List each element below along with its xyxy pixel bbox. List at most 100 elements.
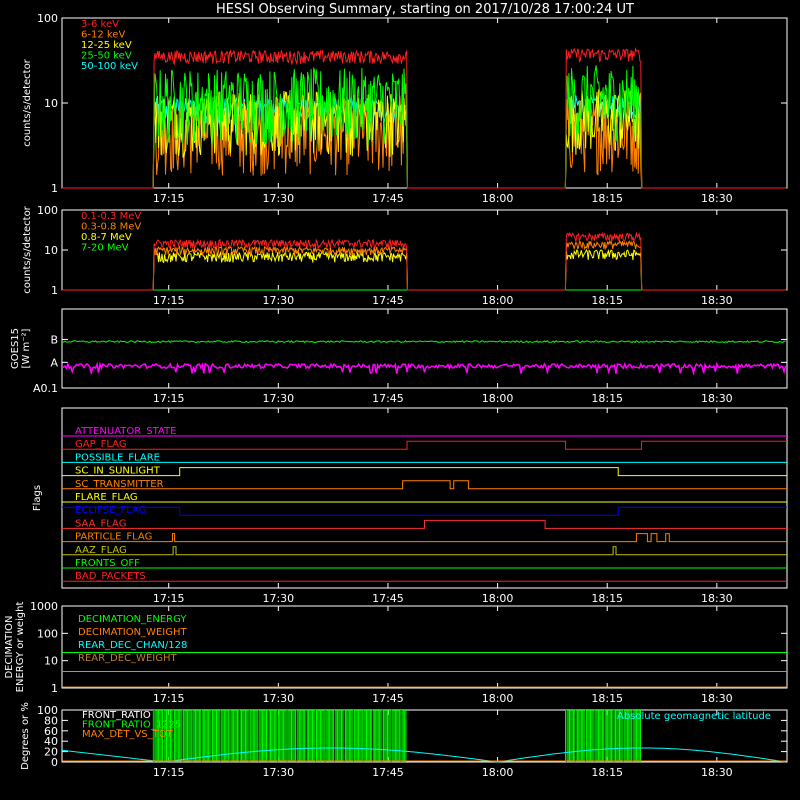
flag-label: AAZ_FLAG bbox=[75, 545, 127, 556]
flag-line bbox=[62, 440, 787, 450]
flag-line bbox=[62, 467, 787, 477]
latitude-annotation: Absolute geomagnetic latitude bbox=[617, 711, 771, 722]
time-tick-label: 18:15 bbox=[591, 766, 623, 779]
y-tick-label: 80 bbox=[44, 714, 58, 727]
time-tick-label: 18:15 bbox=[591, 392, 623, 405]
time-tick-label: 18:15 bbox=[591, 692, 623, 705]
time-tick-label: 17:15 bbox=[153, 392, 185, 405]
time-tick-label: 18:00 bbox=[482, 192, 514, 205]
panel-frame bbox=[61, 308, 788, 389]
legend-entry: 3-6 keV bbox=[81, 19, 119, 30]
time-tick-label: 17:45 bbox=[372, 294, 404, 307]
time-tick-label: 18:15 bbox=[591, 592, 623, 605]
legend-entry: REAR_DEC_CHAN/128 bbox=[78, 640, 187, 651]
flag-label: SC_IN_SUNLIGHT bbox=[75, 466, 161, 477]
panel-frame bbox=[61, 605, 788, 689]
time-tick-label: 17:15 bbox=[153, 766, 185, 779]
flag-line bbox=[62, 506, 787, 516]
time-tick-label: 17:45 bbox=[372, 766, 404, 779]
y-axis-label: counts/s/detector bbox=[22, 205, 33, 293]
y-axis-label: GOES15 bbox=[10, 328, 21, 369]
chart-title: HESSI Observing Summary, starting on 201… bbox=[216, 2, 634, 17]
flag-label: FRONTS_OFF bbox=[75, 558, 140, 569]
legend-entry: FRONT_RATIO_1225 bbox=[82, 720, 181, 731]
y-tick-label: A bbox=[50, 356, 58, 369]
time-tick-label: 18:00 bbox=[482, 294, 514, 307]
flag-line bbox=[62, 519, 787, 529]
time-tick-label: 18:00 bbox=[482, 592, 514, 605]
geomagnetic-latitude-line bbox=[61, 747, 786, 763]
legend-entry: MAX_DET_VS_TOT bbox=[82, 729, 174, 740]
flag-label: POSSIBLE_FLARE bbox=[75, 452, 160, 463]
time-tick-label: 18:15 bbox=[591, 192, 623, 205]
panel-frame bbox=[61, 709, 788, 763]
legend-entry: 6-12 keV bbox=[81, 30, 125, 41]
y-axis-label: counts/s/detector bbox=[22, 58, 33, 146]
y-tick-label: 40 bbox=[44, 735, 58, 748]
panel-frame bbox=[61, 407, 788, 589]
time-tick-label: 18:00 bbox=[482, 766, 514, 779]
y-tick-label: 100 bbox=[37, 12, 58, 25]
time-tick-label: 17:30 bbox=[262, 192, 294, 205]
y-tick-label: 100 bbox=[37, 704, 58, 717]
legend-entry: 25-50 keV bbox=[81, 51, 132, 62]
flag-line bbox=[62, 546, 787, 556]
time-tick-label: 17:30 bbox=[262, 766, 294, 779]
legend-entry: REAR_DEC_WEIGHT bbox=[78, 653, 177, 664]
y-tick-label: 10 bbox=[44, 97, 58, 110]
legend-entry: 12-25 keV bbox=[81, 40, 132, 51]
flag-label: ECLIPSE_FLAG bbox=[75, 505, 146, 516]
flag-label: BAD_PACKETS bbox=[75, 571, 146, 582]
legend-entry: FRONT_RATIO bbox=[82, 710, 151, 721]
y-axis-label: Degrees or % bbox=[20, 702, 31, 770]
time-tick-label: 17:15 bbox=[153, 192, 185, 205]
flag-line bbox=[62, 480, 787, 490]
flag-label: SAA_FLAG bbox=[75, 518, 126, 529]
y-axis-label: Flags bbox=[32, 485, 43, 511]
y-tick-label: 1 bbox=[51, 682, 58, 695]
legend-entry: 0.3-0.8 MeV bbox=[81, 222, 141, 233]
series-line-0-1-0-3-mev bbox=[62, 231, 787, 291]
flag-label: SC_TRANSMITTER bbox=[75, 479, 164, 490]
time-tick-label: 17:45 bbox=[372, 692, 404, 705]
time-tick-label: 18:00 bbox=[482, 392, 514, 405]
flag-label: PARTICLE_FLAG bbox=[75, 532, 152, 543]
y-tick-label: 100 bbox=[37, 627, 58, 640]
legend-entry: 7-20 MeV bbox=[81, 243, 129, 254]
y-tick-label: A0.1 bbox=[33, 382, 58, 395]
time-tick-label: 18:30 bbox=[701, 692, 733, 705]
y-axis-label-2: [W m⁻²] bbox=[21, 328, 32, 368]
time-tick-label: 17:45 bbox=[372, 192, 404, 205]
legend-entry: DECIMATION_ENERGY bbox=[78, 614, 187, 625]
y-tick-label: 1000 bbox=[30, 600, 58, 613]
legend-entry: 0.1-0.3 MeV bbox=[81, 211, 141, 222]
time-tick-label: 17:30 bbox=[262, 592, 294, 605]
legend-entry: 0.8-7 MeV bbox=[81, 232, 132, 243]
time-tick-label: 17:15 bbox=[153, 294, 185, 307]
legend-entry: 50-100 keV bbox=[81, 61, 138, 72]
y-tick-label: 0 bbox=[51, 756, 58, 769]
time-tick-label: 17:30 bbox=[262, 392, 294, 405]
flag-label: ATTENUATOR_STATE bbox=[75, 426, 176, 437]
flag-line bbox=[62, 533, 787, 543]
legend-entry: DECIMATION_WEIGHT bbox=[78, 627, 187, 638]
y-axis-label-2: ENERGY or weight bbox=[15, 602, 26, 693]
time-tick-label: 18:30 bbox=[701, 766, 733, 779]
time-tick-label: 18:00 bbox=[482, 692, 514, 705]
y-tick-label: 20 bbox=[44, 746, 58, 759]
time-tick-label: 18:30 bbox=[701, 192, 733, 205]
time-tick-label: 18:30 bbox=[701, 592, 733, 605]
time-tick-label: 18:15 bbox=[591, 294, 623, 307]
time-tick-label: 17:15 bbox=[153, 592, 185, 605]
time-tick-label: 17:15 bbox=[153, 692, 185, 705]
y-tick-label: B bbox=[50, 333, 58, 346]
y-tick-label: 1 bbox=[51, 284, 58, 297]
y-tick-label: 10 bbox=[44, 244, 58, 257]
goes-series-line bbox=[61, 340, 786, 344]
time-tick-label: 18:30 bbox=[701, 392, 733, 405]
series-line-0-8-7-mev bbox=[62, 248, 787, 291]
time-tick-label: 18:30 bbox=[701, 294, 733, 307]
goes-series-line bbox=[61, 361, 787, 376]
